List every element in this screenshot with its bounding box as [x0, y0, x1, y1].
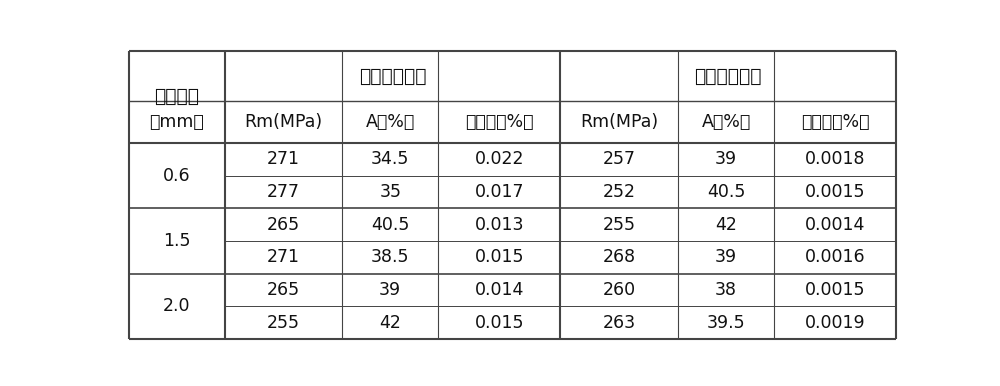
Text: 0.0018: 0.0018	[805, 151, 865, 168]
Text: 0.013: 0.013	[474, 216, 524, 234]
Text: 260: 260	[603, 281, 636, 299]
Text: 0.015: 0.015	[474, 249, 524, 266]
Text: 0.0015: 0.0015	[805, 183, 865, 201]
Text: 39.5: 39.5	[707, 314, 745, 332]
Text: A（%）: A（%）	[701, 113, 751, 131]
Text: 38.5: 38.5	[371, 249, 409, 266]
Text: （mm）: （mm）	[149, 113, 204, 131]
Text: 除氢热处理前: 除氢热处理前	[359, 66, 426, 86]
Text: A（%）: A（%）	[366, 113, 415, 131]
Text: 0.0015: 0.0015	[805, 281, 865, 299]
Text: 42: 42	[715, 216, 737, 234]
Text: 0.0019: 0.0019	[805, 314, 865, 332]
Text: 0.014: 0.014	[475, 281, 524, 299]
Text: 除氢热处理后: 除氢热处理后	[694, 66, 762, 86]
Text: 40.5: 40.5	[371, 216, 409, 234]
Text: 丝径规格: 丝径规格	[154, 87, 199, 107]
Text: 2.0: 2.0	[163, 297, 190, 315]
Text: 255: 255	[603, 216, 636, 234]
Text: 0.6: 0.6	[163, 167, 191, 185]
Text: 265: 265	[267, 281, 300, 299]
Text: 38: 38	[715, 281, 737, 299]
Text: 35: 35	[379, 183, 401, 201]
Text: 0.0014: 0.0014	[805, 216, 865, 234]
Text: 0.022: 0.022	[474, 151, 524, 168]
Text: 42: 42	[379, 314, 401, 332]
Text: 255: 255	[267, 314, 300, 332]
Text: 268: 268	[603, 249, 636, 266]
Text: 氢含量（%）: 氢含量（%）	[801, 113, 869, 131]
Text: Rm(MPa): Rm(MPa)	[244, 113, 323, 131]
Text: 271: 271	[267, 249, 300, 266]
Text: 氢含量（%）: 氢含量（%）	[465, 113, 533, 131]
Text: 263: 263	[603, 314, 636, 332]
Text: 0.015: 0.015	[474, 314, 524, 332]
Text: Rm(MPa): Rm(MPa)	[580, 113, 658, 131]
Text: 34.5: 34.5	[371, 151, 409, 168]
Text: 252: 252	[603, 183, 636, 201]
Text: 0.017: 0.017	[474, 183, 524, 201]
Text: 39: 39	[715, 249, 737, 266]
Text: 1.5: 1.5	[163, 232, 190, 250]
Text: 0.0016: 0.0016	[805, 249, 865, 266]
Text: 277: 277	[267, 183, 300, 201]
Text: 39: 39	[379, 281, 401, 299]
Text: 271: 271	[267, 151, 300, 168]
Text: 39: 39	[715, 151, 737, 168]
Text: 40.5: 40.5	[707, 183, 745, 201]
Text: 265: 265	[267, 216, 300, 234]
Text: 257: 257	[603, 151, 636, 168]
